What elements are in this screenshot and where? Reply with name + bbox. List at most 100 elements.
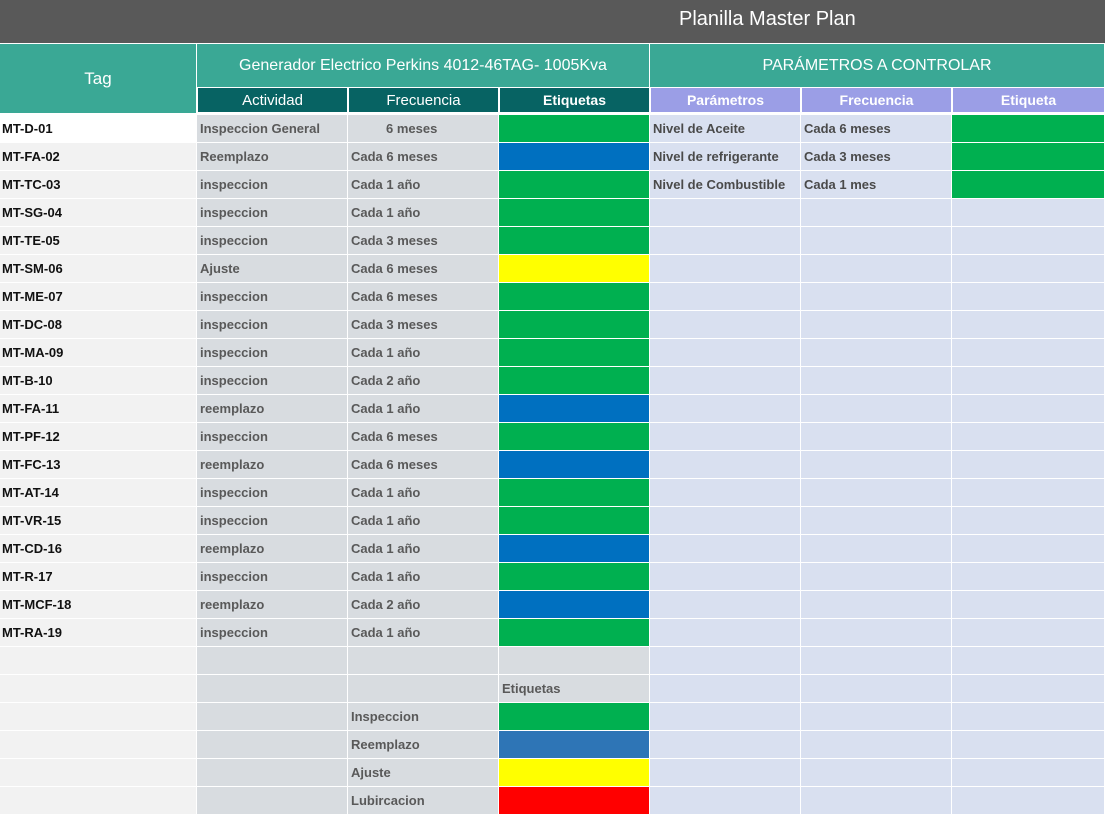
empty-cell[interactable] (952, 535, 1105, 563)
empty-cell[interactable] (499, 647, 650, 675)
empty-cell[interactable] (650, 199, 801, 227)
parametro-cell[interactable]: Nivel de Combustible (650, 171, 801, 199)
empty-cell[interactable] (650, 619, 801, 647)
empty-cell[interactable] (650, 563, 801, 591)
tag-cell[interactable]: MT-B-10 (0, 367, 197, 395)
empty-cell[interactable] (650, 451, 801, 479)
etiqueta-color-cell[interactable] (499, 535, 650, 563)
tag-cell[interactable]: MT-MCF-18 (0, 591, 197, 619)
actividad-cell[interactable]: inspeccion (197, 507, 348, 535)
empty-cell[interactable] (952, 731, 1105, 759)
empty-cell[interactable] (801, 647, 952, 675)
tag-cell[interactable]: MT-VR-15 (0, 507, 197, 535)
empty-cell[interactable] (801, 787, 952, 815)
etiqueta-color-cell[interactable] (499, 423, 650, 451)
actividad-cell[interactable]: Ajuste (197, 255, 348, 283)
frecuencia-cell[interactable]: Cada 1 año (348, 479, 499, 507)
empty-cell[interactable] (952, 395, 1105, 423)
empty-cell[interactable] (650, 703, 801, 731)
actividad-cell[interactable]: inspeccion (197, 311, 348, 339)
empty-cell[interactable] (197, 731, 348, 759)
tag-cell[interactable]: MT-ME-07 (0, 283, 197, 311)
etiqueta-color-cell[interactable] (499, 507, 650, 535)
actividad-cell[interactable]: inspeccion (197, 283, 348, 311)
parametro-etiqueta-cell[interactable] (952, 143, 1105, 171)
empty-cell[interactable] (801, 619, 952, 647)
tag-cell[interactable]: MT-SM-06 (0, 255, 197, 283)
empty-cell[interactable] (801, 563, 952, 591)
tag-cell[interactable]: MT-AT-14 (0, 479, 197, 507)
empty-cell[interactable] (348, 647, 499, 675)
etiqueta-color-cell[interactable] (499, 367, 650, 395)
empty-cell[interactable] (952, 311, 1105, 339)
frecuencia-cell[interactable]: Cada 1 año (348, 339, 499, 367)
empty-cell[interactable] (952, 759, 1105, 787)
empty-cell[interactable] (650, 759, 801, 787)
parametro-frecuencia-cell[interactable]: Cada 1 mes (801, 171, 952, 199)
empty-cell[interactable] (952, 647, 1105, 675)
empty-cell[interactable] (197, 647, 348, 675)
empty-cell[interactable] (801, 703, 952, 731)
actividad-cell[interactable]: inspeccion (197, 227, 348, 255)
tag-cell[interactable]: MT-TE-05 (0, 227, 197, 255)
empty-cell[interactable] (650, 675, 801, 703)
empty-cell[interactable] (952, 675, 1105, 703)
empty-cell[interactable] (952, 563, 1105, 591)
empty-cell[interactable] (650, 339, 801, 367)
empty-cell[interactable] (0, 731, 197, 759)
frecuencia-cell[interactable]: Cada 3 meses (348, 227, 499, 255)
actividad-cell[interactable]: Reemplazo (197, 143, 348, 171)
frecuencia-cell[interactable]: Cada 2 año (348, 367, 499, 395)
empty-cell[interactable] (650, 367, 801, 395)
frecuencia-cell[interactable]: Cada 1 año (348, 395, 499, 423)
etiqueta-color-cell[interactable] (499, 619, 650, 647)
actividad-cell[interactable]: reemplazo (197, 535, 348, 563)
frecuencia-cell[interactable]: Cada 6 meses (348, 283, 499, 311)
empty-cell[interactable] (952, 283, 1105, 311)
empty-cell[interactable] (650, 311, 801, 339)
etiqueta-color-cell[interactable] (499, 171, 650, 199)
frecuencia-cell[interactable]: 6 meses (348, 115, 499, 143)
empty-cell[interactable] (952, 507, 1105, 535)
empty-cell[interactable] (650, 283, 801, 311)
empty-cell[interactable] (801, 535, 952, 563)
etiqueta-color-cell[interactable] (499, 479, 650, 507)
tag-cell[interactable]: MT-FA-02 (0, 143, 197, 171)
parametro-frecuencia-cell[interactable]: Cada 3 meses (801, 143, 952, 171)
empty-cell[interactable] (801, 591, 952, 619)
empty-cell[interactable] (0, 675, 197, 703)
parametro-frecuencia-cell[interactable]: Cada 6 meses (801, 115, 952, 143)
tag-cell[interactable]: MT-SG-04 (0, 199, 197, 227)
empty-cell[interactable] (650, 787, 801, 815)
parametro-cell[interactable]: Nivel de Aceite (650, 115, 801, 143)
frecuencia-cell[interactable]: Cada 1 año (348, 535, 499, 563)
empty-cell[interactable] (650, 255, 801, 283)
parametro-cell[interactable]: Nivel de refrigerante (650, 143, 801, 171)
actividad-cell[interactable]: reemplazo (197, 395, 348, 423)
tag-cell[interactable]: MT-PF-12 (0, 423, 197, 451)
empty-cell[interactable] (0, 647, 197, 675)
etiqueta-color-cell[interactable] (499, 199, 650, 227)
tag-cell[interactable]: MT-FA-11 (0, 395, 197, 423)
empty-cell[interactable] (801, 227, 952, 255)
actividad-cell[interactable]: reemplazo (197, 591, 348, 619)
frecuencia-cell[interactable]: Cada 6 meses (348, 143, 499, 171)
empty-cell[interactable] (952, 199, 1105, 227)
actividad-cell[interactable]: reemplazo (197, 451, 348, 479)
empty-cell[interactable] (952, 227, 1105, 255)
etiqueta-color-cell[interactable] (499, 311, 650, 339)
empty-cell[interactable] (801, 731, 952, 759)
frecuencia-cell[interactable]: Cada 6 meses (348, 451, 499, 479)
actividad-cell[interactable]: inspeccion (197, 367, 348, 395)
empty-cell[interactable] (952, 591, 1105, 619)
empty-cell[interactable] (0, 759, 197, 787)
actividad-cell[interactable]: Inspeccion General (197, 115, 348, 143)
empty-cell[interactable] (952, 703, 1105, 731)
empty-cell[interactable] (650, 731, 801, 759)
frecuencia-cell[interactable]: Cada 1 año (348, 171, 499, 199)
tag-cell[interactable]: MT-DC-08 (0, 311, 197, 339)
frecuencia-cell[interactable]: Cada 2 año (348, 591, 499, 619)
actividad-cell[interactable]: inspeccion (197, 199, 348, 227)
empty-cell[interactable] (197, 703, 348, 731)
empty-cell[interactable] (801, 367, 952, 395)
